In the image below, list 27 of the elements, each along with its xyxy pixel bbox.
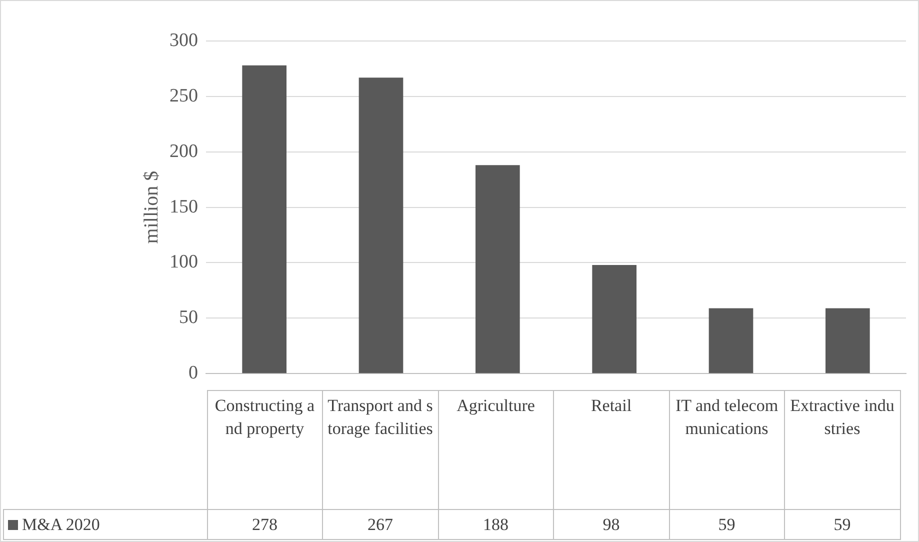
data-label: 188 [438,510,554,540]
y-tick-label: 200 [170,140,198,162]
bar [826,308,870,374]
y-axis-title: million $ [140,170,162,244]
bar [358,78,404,374]
y-tick-label: 50 [179,307,198,328]
bar [708,308,754,374]
x-tick-label: Transport and storage facilities [322,390,438,510]
bar [476,165,520,374]
x-tick-label: Extractive industries [784,390,900,510]
data-label: 59 [669,510,784,540]
data-label: 267 [322,510,438,540]
y-tick-label: 0 [188,362,198,384]
y-tick-label: 150 [170,196,198,218]
y-tick-label: 300 [170,30,198,51]
data-label: 278 [207,510,322,540]
y-tick-label: 250 [170,85,198,106]
x-tick-label: Constructing and property [207,390,322,510]
data-label: 98 [554,510,669,540]
bar [242,65,286,374]
legend-label: M&A 2020 [4,510,207,540]
bar [592,264,636,374]
x-tick-label: IT and telecommunications [669,390,784,510]
x-tick-label: Retail [554,390,669,510]
data-label: 59 [784,510,900,540]
x-tick-label: Agriculture [438,390,554,510]
y-tick-label: 100 [170,252,198,273]
